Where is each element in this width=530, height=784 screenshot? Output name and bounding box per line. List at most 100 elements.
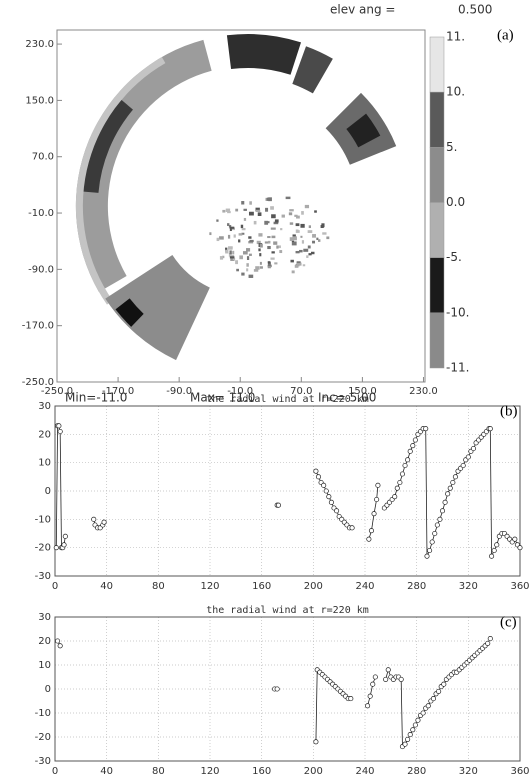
echo-noise [241, 272, 245, 276]
echo-noise [246, 256, 250, 260]
x-tick-label: -250.0 [41, 386, 73, 397]
colorbar-label: 10. [446, 85, 465, 99]
echo-noise [281, 214, 285, 218]
echo-noise [285, 196, 291, 200]
echo-noise [239, 255, 243, 260]
data-point [407, 732, 413, 738]
echo-noise [273, 241, 278, 245]
echo-noise [267, 262, 271, 267]
echo-region [105, 255, 210, 361]
echo-noise [271, 214, 276, 219]
panel-label: (a) [497, 27, 514, 43]
echo-region [115, 298, 144, 327]
echo-noise [294, 214, 298, 217]
echo-noise [225, 247, 228, 252]
echo-noise [270, 257, 275, 260]
data-point [62, 533, 68, 539]
echo-region [346, 113, 381, 148]
data-point [56, 423, 62, 429]
echo-noise [264, 241, 269, 244]
x-tick-label: 40 [100, 581, 113, 592]
echo-noise [308, 253, 312, 256]
echo-noise [299, 249, 303, 253]
echo-noise [295, 250, 300, 254]
echo-noise [222, 209, 226, 213]
echo-noise [258, 233, 263, 237]
colorbar-label: 11. [446, 30, 465, 44]
echo-noise [227, 234, 231, 239]
echo-noise [238, 239, 241, 243]
x-tick-label: 240 [355, 766, 374, 777]
data-point [402, 462, 408, 469]
echo-noise [326, 236, 330, 240]
echo-noise [248, 274, 254, 278]
data-point [470, 445, 477, 452]
echo-noise [222, 255, 225, 259]
echo-noise [236, 268, 239, 272]
echo-noise [266, 197, 271, 201]
data-point [398, 676, 404, 682]
data-point [101, 519, 107, 525]
y-tick-label: 230.0 [25, 39, 54, 50]
data-point [334, 508, 340, 514]
chart-title: the radial wind at r=220 km [206, 394, 369, 405]
y-tick-label: 30 [38, 612, 51, 623]
data-point [441, 681, 447, 687]
y-tick-label: 0 [45, 486, 51, 497]
data-point [517, 545, 523, 551]
echo-noise [320, 225, 324, 229]
y-tick-label: 30 [38, 401, 51, 412]
footer: Min=-11.0 [65, 391, 127, 405]
echo-noise [229, 246, 233, 249]
echo-noise [296, 215, 300, 219]
plot-frame [54, 616, 521, 762]
echo-noise [318, 239, 321, 242]
x-tick-label: 200 [304, 581, 323, 592]
x-tick-label: 160 [252, 581, 271, 592]
panel-label: (c) [500, 614, 517, 630]
colorbar-label: -10. [446, 305, 469, 319]
echo-noise [227, 211, 231, 214]
x-tick-label: -170.0 [102, 386, 134, 397]
data-point [424, 553, 430, 559]
data-point [420, 710, 426, 716]
echo-noise [278, 245, 281, 249]
data-point [368, 528, 375, 534]
echo-noise [259, 253, 262, 257]
data-point [487, 426, 493, 432]
data-point [485, 640, 491, 646]
data-point [374, 496, 380, 503]
echo-noise [312, 240, 316, 244]
data-point [372, 674, 378, 680]
echo-noise [308, 225, 311, 229]
data-point [55, 638, 61, 644]
panel-label: (b) [500, 403, 518, 419]
echo-noise [241, 227, 246, 231]
echo-noise [307, 245, 311, 249]
echo-noise [279, 250, 283, 254]
echo-noise [248, 241, 254, 244]
data-point [399, 471, 406, 477]
echo-noise [291, 270, 295, 274]
x-tick-label: -10.0 [227, 386, 253, 397]
echo-noise [248, 236, 252, 239]
echo-noise [296, 262, 302, 266]
echo-noise [238, 233, 243, 236]
x-tick-label: 280 [407, 581, 426, 592]
echo-noise [307, 230, 313, 233]
echo-noise [229, 226, 235, 229]
data-point [61, 542, 67, 548]
echo-noise [248, 253, 252, 256]
echo-noise [235, 208, 239, 212]
data-point [434, 522, 440, 528]
echo-noise [246, 263, 249, 267]
data-point [491, 547, 497, 554]
echo-noise [256, 240, 261, 245]
colorbar-label: -5. [446, 250, 462, 264]
echo-noise [257, 212, 262, 216]
x-tick-label: 70.0 [290, 386, 312, 397]
echo-noise [303, 248, 309, 252]
x-tick-label: 80 [152, 581, 165, 592]
data-point [450, 479, 456, 486]
echo-noise [225, 249, 229, 254]
